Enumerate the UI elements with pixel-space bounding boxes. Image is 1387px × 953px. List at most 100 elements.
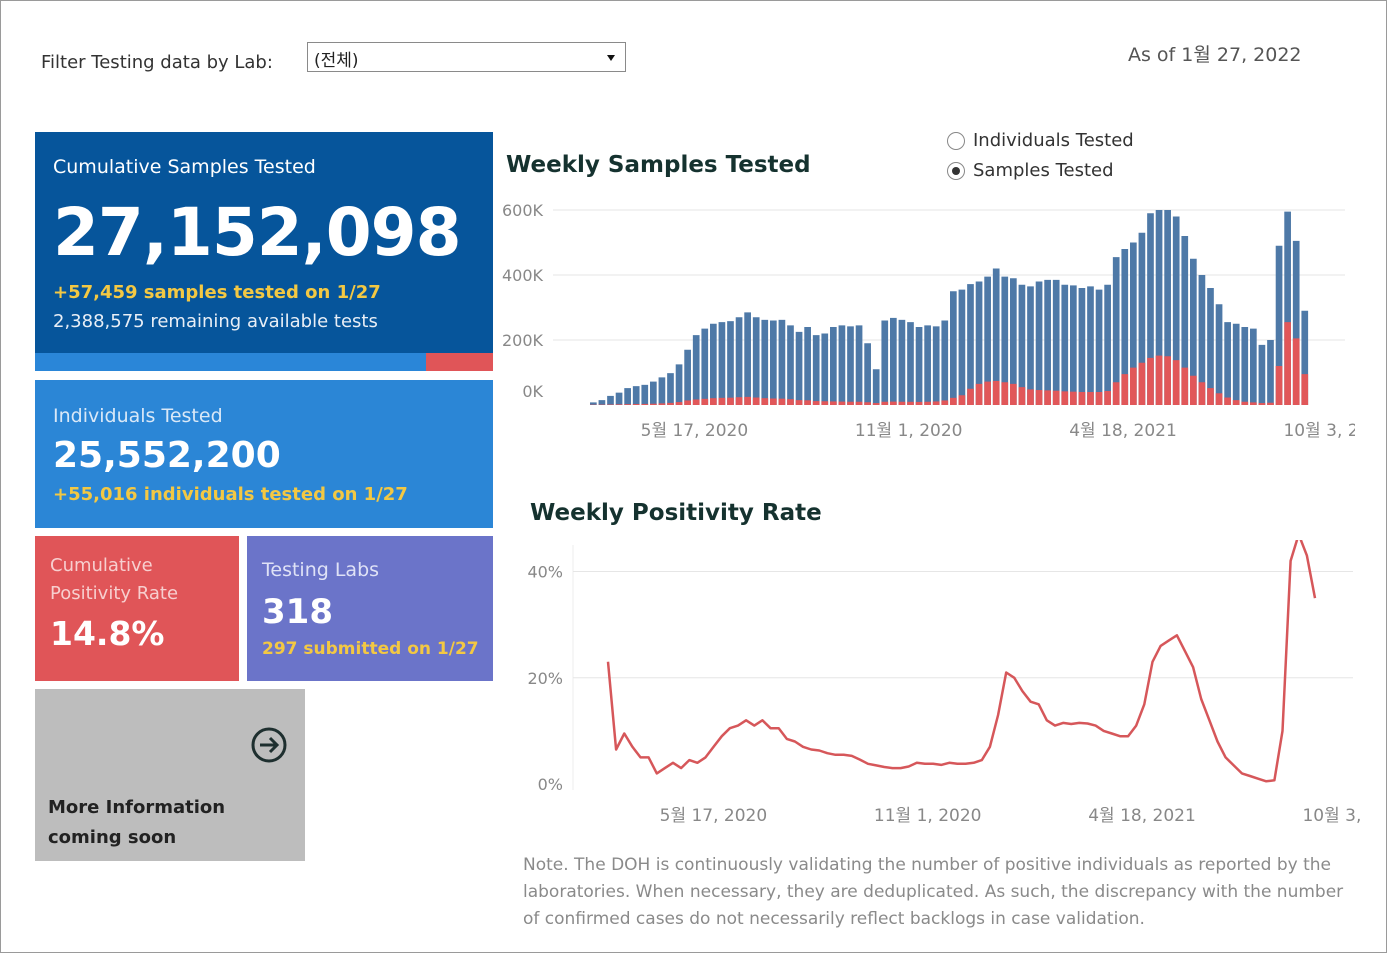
samples-bar[interactable] [1035,281,1043,406]
samples-bar[interactable] [967,284,974,405]
samples-bar[interactable] [1258,344,1266,405]
samples-bar[interactable] [1112,257,1120,405]
samples-bar[interactable] [932,326,940,405]
samples-bar[interactable] [1172,216,1180,406]
samples-bar[interactable] [1198,275,1206,405]
positive-bar[interactable] [847,401,854,405]
positive-bar[interactable] [778,398,786,405]
positive-bar[interactable] [812,401,820,405]
samples-bar[interactable] [778,319,786,405]
positive-bar[interactable] [752,397,760,405]
positive-bar[interactable] [1258,403,1266,405]
positive-bar[interactable] [864,402,871,405]
samples-bar[interactable] [607,395,614,405]
samples-bar[interactable] [1284,211,1291,405]
positive-bar[interactable] [1232,400,1240,405]
samples-bar[interactable] [1190,258,1197,405]
samples-bar[interactable] [1267,340,1274,405]
samples-bar[interactable] [632,386,640,405]
samples-bar[interactable] [838,325,846,405]
positive-bar[interactable] [658,403,666,405]
positive-bar[interactable] [1078,392,1086,405]
positive-bar[interactable] [1001,382,1009,405]
samples-bar[interactable] [675,364,683,405]
positive-bar[interactable] [855,401,863,405]
lab-filter-dropdown[interactable]: (전체) [307,42,626,72]
positive-bar[interactable] [1010,383,1017,405]
positive-bar[interactable] [1241,401,1249,405]
positive-bar[interactable] [1035,390,1043,405]
samples-bar[interactable] [907,322,914,405]
samples-bar[interactable] [641,384,649,405]
samples-bar[interactable] [770,320,777,406]
positive-bar[interactable] [1215,393,1223,405]
samples-bar[interactable] [1164,210,1171,405]
positive-bar[interactable] [701,398,709,405]
samples-bar[interactable] [1215,304,1223,405]
radio-samples[interactable] [947,161,965,180]
samples-bar[interactable] [1224,322,1231,405]
samples-bar[interactable] [598,400,606,405]
positive-bar[interactable] [1147,357,1154,405]
positive-bar[interactable] [684,400,691,405]
positive-bar[interactable] [898,401,906,405]
samples-bar[interactable] [1001,276,1009,405]
positive-bar[interactable] [770,398,777,406]
positive-bar[interactable] [1207,388,1214,405]
samples-bar[interactable] [1147,213,1154,405]
positive-bar[interactable] [1155,355,1163,405]
samples-bar[interactable] [975,281,983,406]
positive-bar[interactable] [761,398,769,405]
positive-bar[interactable] [1250,402,1257,405]
positive-bar[interactable] [941,400,949,405]
positive-bar[interactable] [1198,382,1206,405]
samples-bar[interactable] [1275,245,1283,405]
positive-bar[interactable] [795,400,803,405]
arrow-circle-right-icon[interactable] [251,727,287,763]
samples-bar[interactable] [855,325,863,405]
positive-bar[interactable] [1121,374,1129,405]
positive-bar[interactable] [710,398,717,405]
samples-bar[interactable] [1181,236,1189,405]
samples-bar[interactable] [735,317,743,405]
positive-bar[interactable] [1104,391,1111,405]
positive-bar[interactable] [1301,374,1309,405]
samples-bar[interactable] [787,325,794,405]
positive-bar[interactable] [744,396,751,405]
positive-bar[interactable] [992,380,1000,405]
positive-bar[interactable] [1292,338,1300,405]
samples-bar[interactable] [1027,286,1034,405]
radio-individuals[interactable] [947,131,965,150]
positive-bar[interactable] [718,397,726,405]
samples-bar[interactable] [1010,278,1017,405]
samples-bar[interactable] [1155,210,1163,405]
samples-bar[interactable] [761,319,769,405]
positive-bar[interactable] [1275,366,1283,405]
samples-bar[interactable] [924,325,931,405]
samples-bar[interactable] [1207,288,1214,405]
samples-bar[interactable] [950,291,957,405]
samples-bar[interactable] [1241,327,1249,405]
positive-bar[interactable] [641,403,649,405]
samples-bar[interactable] [941,320,949,406]
samples-bar[interactable] [684,349,691,405]
positive-bar[interactable] [650,403,657,405]
positive-bar[interactable] [1070,391,1077,405]
samples-bar[interactable] [667,373,674,405]
positive-bar[interactable] [932,401,940,405]
positive-bar[interactable] [787,399,794,405]
samples-bar[interactable] [1061,284,1069,405]
more-information-card[interactable]: More Information coming soon [35,689,305,861]
samples-bar[interactable] [1301,310,1309,405]
samples-bar[interactable] [718,322,726,405]
positive-bar[interactable] [735,397,743,405]
samples-bar[interactable] [1121,249,1129,405]
samples-bar[interactable] [872,369,880,405]
positive-bar[interactable] [1112,382,1120,405]
samples-bar[interactable] [1087,286,1094,405]
positive-bar[interactable] [624,404,631,405]
samples-bar[interactable] [1052,279,1060,405]
positive-bar[interactable] [924,401,931,405]
positive-bar[interactable] [838,401,846,405]
samples-bar[interactable] [1104,284,1111,405]
